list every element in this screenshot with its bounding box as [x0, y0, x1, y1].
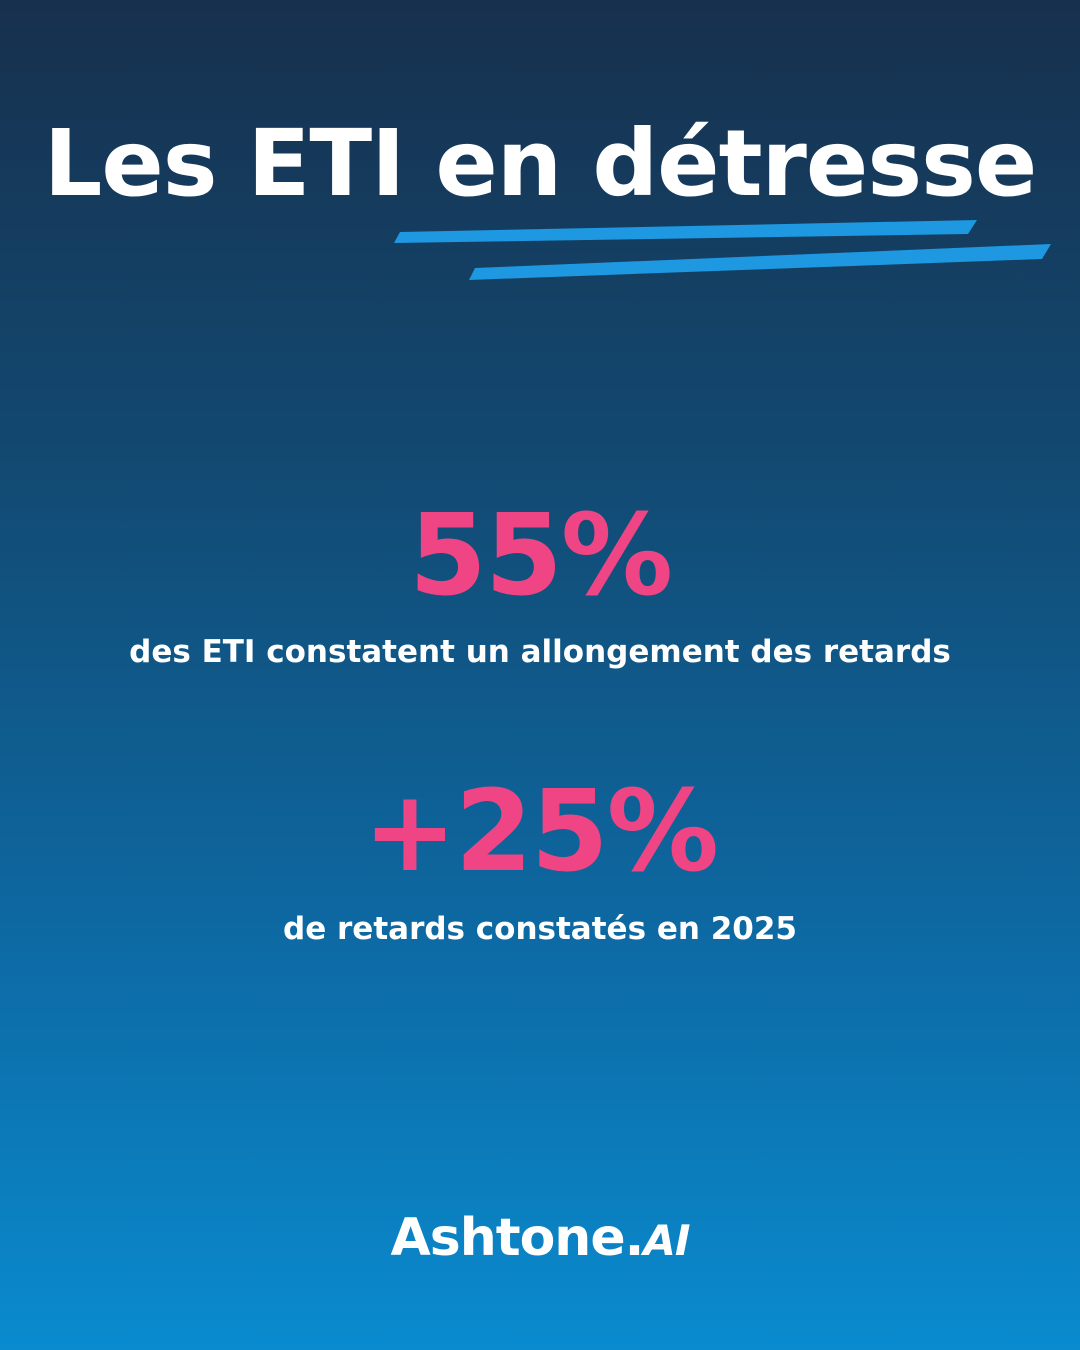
logo-name: Ashtone — [390, 1208, 626, 1268]
logo-suffix: AI — [643, 1216, 690, 1265]
page-title: Les ETI en détresse — [43, 110, 1038, 217]
stat-description-1: des ETI constatent un allongement des re… — [129, 634, 951, 670]
underline-stroke-lower — [469, 244, 1051, 280]
stat-value-1: 55% — [408, 491, 673, 621]
brand-logo: Ashtone.AI — [0, 1212, 1080, 1264]
stat-description-2: de retards constatés en 2025 — [283, 911, 797, 947]
stat-value-2: +25% — [363, 767, 719, 897]
logo-dot: . — [624, 1208, 645, 1268]
underline-stroke-upper — [394, 220, 977, 243]
